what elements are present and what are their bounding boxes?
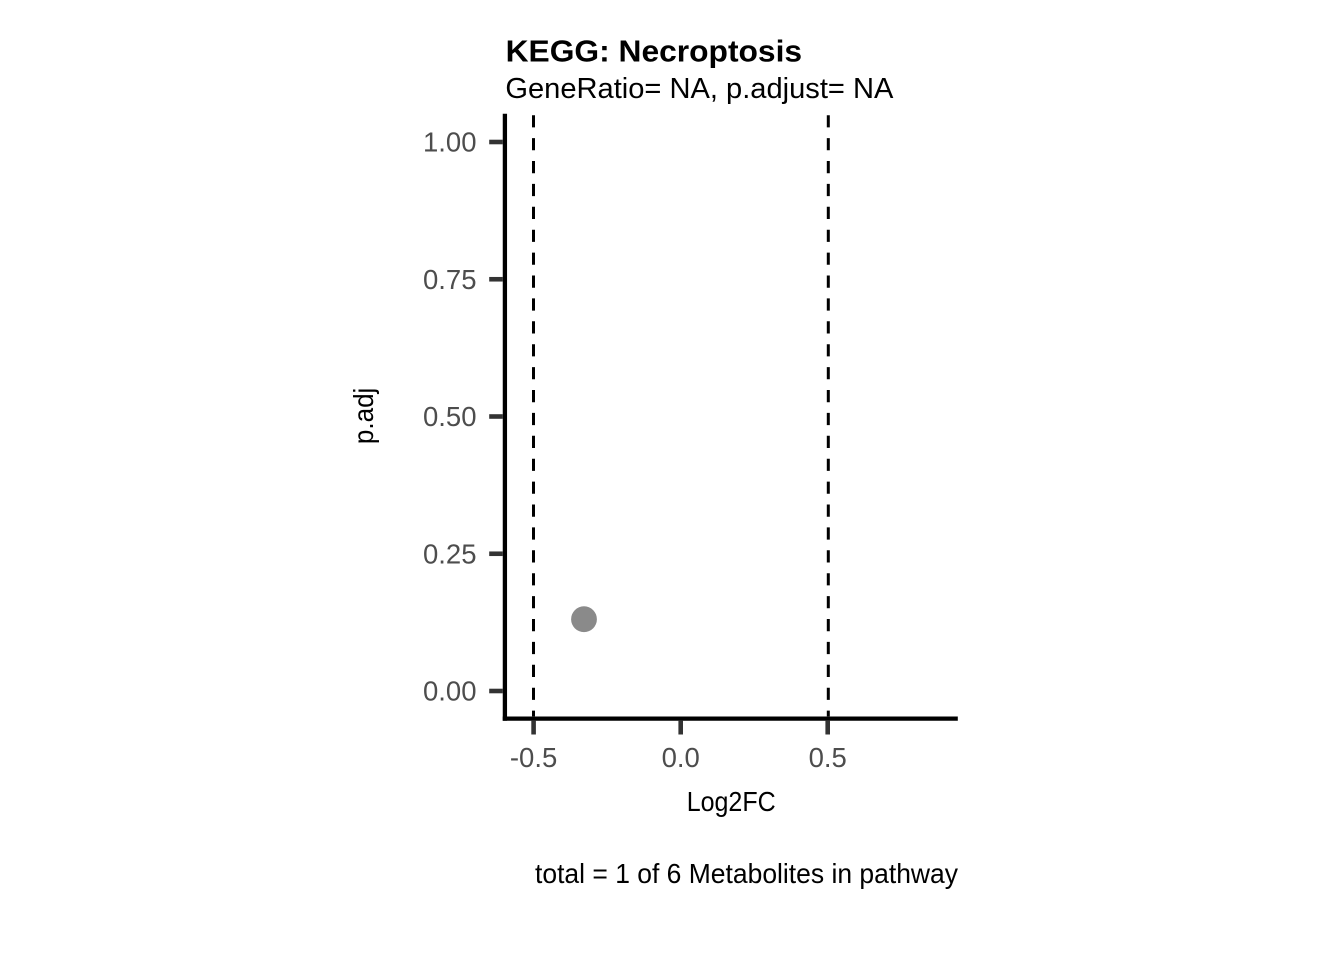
svg-text:0.5: 0.5	[809, 742, 847, 773]
svg-text:0.00: 0.00	[423, 676, 477, 707]
svg-text:-0.5: -0.5	[510, 742, 557, 773]
svg-text:Log2FC: Log2FC	[687, 786, 776, 817]
svg-text:0.50: 0.50	[423, 401, 477, 432]
svg-text:0.75: 0.75	[423, 264, 477, 295]
svg-text:KEGG: Necroptosis: KEGG: Necroptosis	[506, 33, 802, 68]
svg-text:p.adj: p.adj	[348, 388, 379, 445]
svg-text:0.0: 0.0	[662, 742, 700, 773]
svg-text:0.25: 0.25	[423, 538, 477, 569]
svg-text:GeneRatio= NA, p.adjust= NA: GeneRatio= NA, p.adjust= NA	[505, 73, 893, 105]
svg-text:1.00: 1.00	[423, 127, 477, 158]
svg-text:total = 1 of 6 Metabolites in: total = 1 of 6 Metabolites in pathway	[535, 858, 958, 889]
